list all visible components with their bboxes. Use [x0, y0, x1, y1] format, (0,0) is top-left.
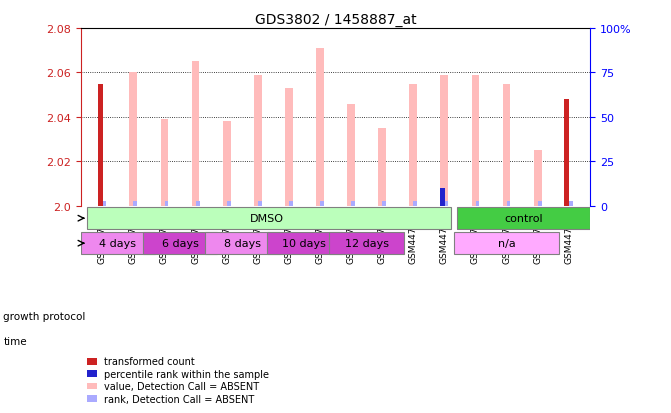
- Text: rank, Detection Call = ABSENT: rank, Detection Call = ABSENT: [104, 394, 254, 404]
- Text: value, Detection Call = ABSENT: value, Detection Call = ABSENT: [104, 381, 259, 391]
- Bar: [164, 202, 168, 206]
- Bar: [444, 202, 448, 206]
- Text: growth protocol: growth protocol: [3, 311, 86, 321]
- Bar: [347, 104, 355, 206]
- Text: control: control: [505, 214, 543, 224]
- FancyBboxPatch shape: [87, 207, 450, 230]
- Text: 8 days: 8 days: [223, 239, 261, 249]
- Bar: [351, 202, 355, 206]
- Text: transformed count: transformed count: [104, 356, 195, 366]
- Bar: [134, 202, 138, 206]
- Bar: [103, 202, 106, 206]
- Text: 6 days: 6 days: [162, 239, 199, 249]
- Title: GDS3802 / 1458887_at: GDS3802 / 1458887_at: [255, 12, 416, 26]
- FancyBboxPatch shape: [81, 233, 155, 255]
- Bar: [409, 84, 417, 206]
- Bar: [258, 202, 262, 206]
- Bar: [440, 76, 448, 206]
- FancyBboxPatch shape: [143, 233, 217, 255]
- Bar: [254, 76, 262, 206]
- Bar: [440, 188, 445, 206]
- Bar: [130, 73, 138, 206]
- Bar: [533, 151, 541, 206]
- Text: 4 days: 4 days: [99, 239, 136, 249]
- Text: 12 days: 12 days: [345, 239, 389, 249]
- Bar: [564, 100, 570, 206]
- Bar: [472, 76, 479, 206]
- Bar: [537, 202, 541, 206]
- Bar: [378, 128, 386, 206]
- FancyBboxPatch shape: [267, 233, 342, 255]
- Bar: [192, 62, 199, 206]
- Bar: [289, 202, 293, 206]
- Bar: [507, 202, 511, 206]
- Bar: [320, 202, 324, 206]
- FancyBboxPatch shape: [205, 233, 280, 255]
- Text: percentile rank within the sample: percentile rank within the sample: [104, 369, 269, 379]
- Text: 10 days: 10 days: [282, 239, 326, 249]
- Bar: [569, 202, 572, 206]
- FancyBboxPatch shape: [457, 207, 590, 230]
- Bar: [382, 202, 386, 206]
- Bar: [285, 89, 293, 206]
- Bar: [160, 120, 168, 206]
- Text: DMSO: DMSO: [250, 214, 284, 224]
- Bar: [196, 202, 199, 206]
- Bar: [316, 49, 324, 206]
- Text: n/a: n/a: [498, 239, 515, 249]
- Bar: [227, 202, 231, 206]
- Bar: [413, 202, 417, 206]
- Bar: [223, 122, 231, 206]
- Bar: [97, 84, 103, 206]
- FancyBboxPatch shape: [329, 233, 404, 255]
- Bar: [476, 202, 479, 206]
- Bar: [503, 84, 511, 206]
- Text: time: time: [3, 336, 27, 346]
- FancyBboxPatch shape: [454, 233, 560, 255]
